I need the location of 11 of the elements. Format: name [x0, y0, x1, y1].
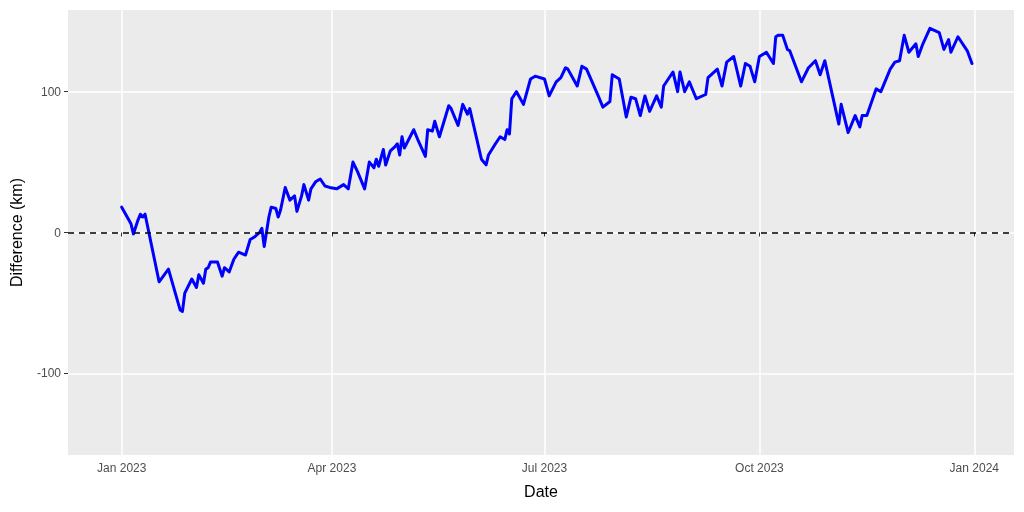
line-series [120, 26, 974, 313]
y-tick-label: -100 [36, 366, 62, 381]
x-tick-label: Oct 2023 [735, 461, 785, 475]
y-tick-label: 0 [54, 225, 62, 240]
y-tick-label: 100 [40, 84, 62, 99]
x-axis-title: Date [524, 482, 558, 500]
y-axis-title: Difference (km) [7, 177, 25, 288]
x-tick-label: Apr 2023 [307, 461, 357, 475]
x-tick-label: Jan 2023 [97, 461, 147, 475]
x-tick-label: Jul 2023 [521, 461, 568, 475]
x-tick-label: Jan 2024 [949, 461, 1000, 475]
